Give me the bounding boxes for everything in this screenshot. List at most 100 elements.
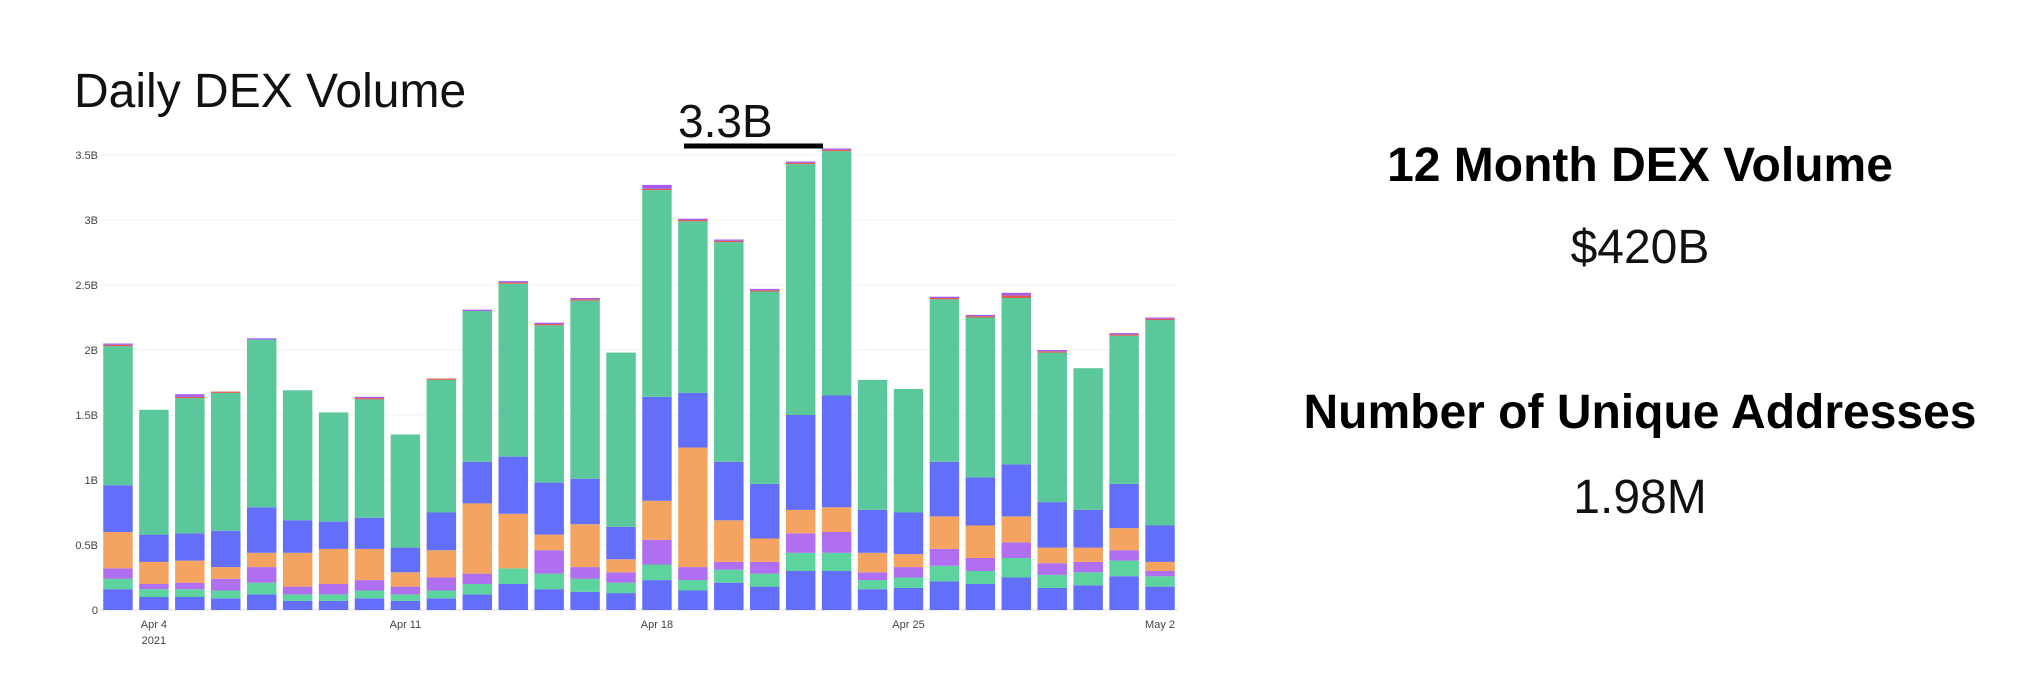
bar-segment — [1037, 350, 1067, 352]
bar-segment — [354, 517, 385, 549]
bar-segment — [139, 409, 169, 535]
bar-segment — [1001, 542, 1032, 558]
bar-segment — [750, 561, 780, 574]
bar-segment — [821, 148, 852, 150]
bar-segment — [246, 552, 277, 568]
bar-segment — [570, 567, 600, 579]
bar-segment — [211, 578, 241, 591]
bar-segment — [1145, 525, 1175, 562]
bar-segment — [1109, 333, 1139, 335]
bar-segment — [1073, 368, 1103, 510]
bar-segment — [857, 509, 888, 553]
bar-segment — [570, 524, 600, 568]
bar-segment — [821, 149, 852, 152]
bar-segment — [893, 577, 924, 588]
bar-segment — [893, 389, 924, 513]
bar-segment — [965, 584, 996, 610]
x-tick-sublabel: 2021 — [142, 635, 166, 647]
bar-segment — [282, 520, 313, 553]
bar-segment — [1001, 292, 1032, 296]
bar-segment — [678, 218, 708, 220]
bar-segment — [1037, 563, 1067, 575]
bar-segment — [211, 598, 241, 610]
bar-segment — [893, 512, 924, 555]
bar-segment — [1109, 334, 1139, 336]
bar-segment — [211, 567, 241, 579]
bar-segment — [821, 151, 852, 396]
bar-segment — [390, 572, 421, 587]
bar-segment — [390, 547, 421, 573]
bar-segment — [139, 584, 169, 590]
bar-segment — [354, 590, 385, 599]
y-tick-label: 1B — [85, 475, 98, 487]
bar-segment — [606, 526, 636, 560]
y-tick-label: 3B — [85, 215, 98, 227]
bar-segment — [1073, 509, 1103, 548]
bar-segment — [642, 190, 672, 397]
bar-segment — [534, 589, 564, 610]
bar-segment — [750, 586, 780, 610]
bar-segment — [1037, 574, 1067, 588]
bar-segment — [498, 282, 528, 284]
bar-segment — [1037, 587, 1067, 610]
stat-unique-addresses-value: 1.98M — [1573, 471, 1707, 524]
bar-segment — [498, 584, 528, 610]
bar-segment — [246, 507, 277, 553]
bar-segment — [857, 572, 888, 581]
bar-segment — [246, 567, 277, 583]
bar-segment — [1145, 320, 1175, 526]
bar-segment — [318, 600, 349, 610]
bar-segment — [175, 560, 205, 583]
bar-segment — [714, 240, 744, 243]
bar-segment — [642, 500, 672, 540]
bar-segment — [534, 550, 564, 574]
bar-segment — [750, 538, 780, 562]
bar-segment — [534, 325, 564, 483]
bar-segment — [175, 533, 205, 561]
x-tick-label: May 2 — [1145, 619, 1175, 631]
bar-segment — [103, 578, 133, 590]
bar-segment — [282, 586, 313, 595]
bar-segment — [103, 344, 133, 347]
bar-segment — [750, 291, 780, 484]
bar-segment — [318, 548, 349, 584]
bar-segment — [534, 322, 564, 324]
bar-segment — [354, 548, 385, 581]
bar-segment — [1037, 502, 1067, 548]
bar-segment — [965, 571, 996, 584]
bar-segment — [606, 352, 636, 527]
bar-segment — [1145, 317, 1175, 319]
bar-segment — [1073, 585, 1103, 610]
bar-segment — [678, 220, 708, 222]
bar-segment — [965, 316, 996, 318]
bar-segment — [1001, 558, 1032, 578]
bar-segment — [426, 590, 457, 599]
x-tick-label: Apr 18 — [641, 619, 673, 631]
bar-segment — [857, 580, 888, 590]
chart-title: Daily DEX Volume — [74, 65, 467, 118]
bar-segment — [929, 296, 960, 298]
bar-segment — [498, 281, 528, 283]
bar-segment — [821, 395, 852, 508]
bar-segment — [354, 396, 385, 399]
bar-segment — [821, 532, 852, 553]
bar-segment — [1037, 351, 1067, 353]
y-tick-label: 2B — [85, 345, 98, 357]
bar-segment — [211, 530, 241, 568]
bar-segment — [462, 503, 493, 574]
bar-segment — [426, 598, 457, 610]
bar-segment — [175, 398, 205, 534]
bar-segment — [1109, 335, 1139, 484]
bar-segment — [929, 581, 960, 610]
y-axis-ticks: 0 0.5B 1B 1.5B 2B 2.5B 3B 3.5B — [75, 150, 98, 617]
bar-segment — [211, 392, 241, 531]
bar-segment — [498, 513, 528, 569]
bar-segment — [750, 290, 780, 292]
bar-segment — [1037, 352, 1067, 503]
bar-segment — [785, 415, 816, 510]
bar-segment — [606, 593, 636, 610]
bar-segment — [103, 346, 133, 486]
bar-segment — [139, 597, 169, 610]
bar-segment — [678, 221, 708, 393]
